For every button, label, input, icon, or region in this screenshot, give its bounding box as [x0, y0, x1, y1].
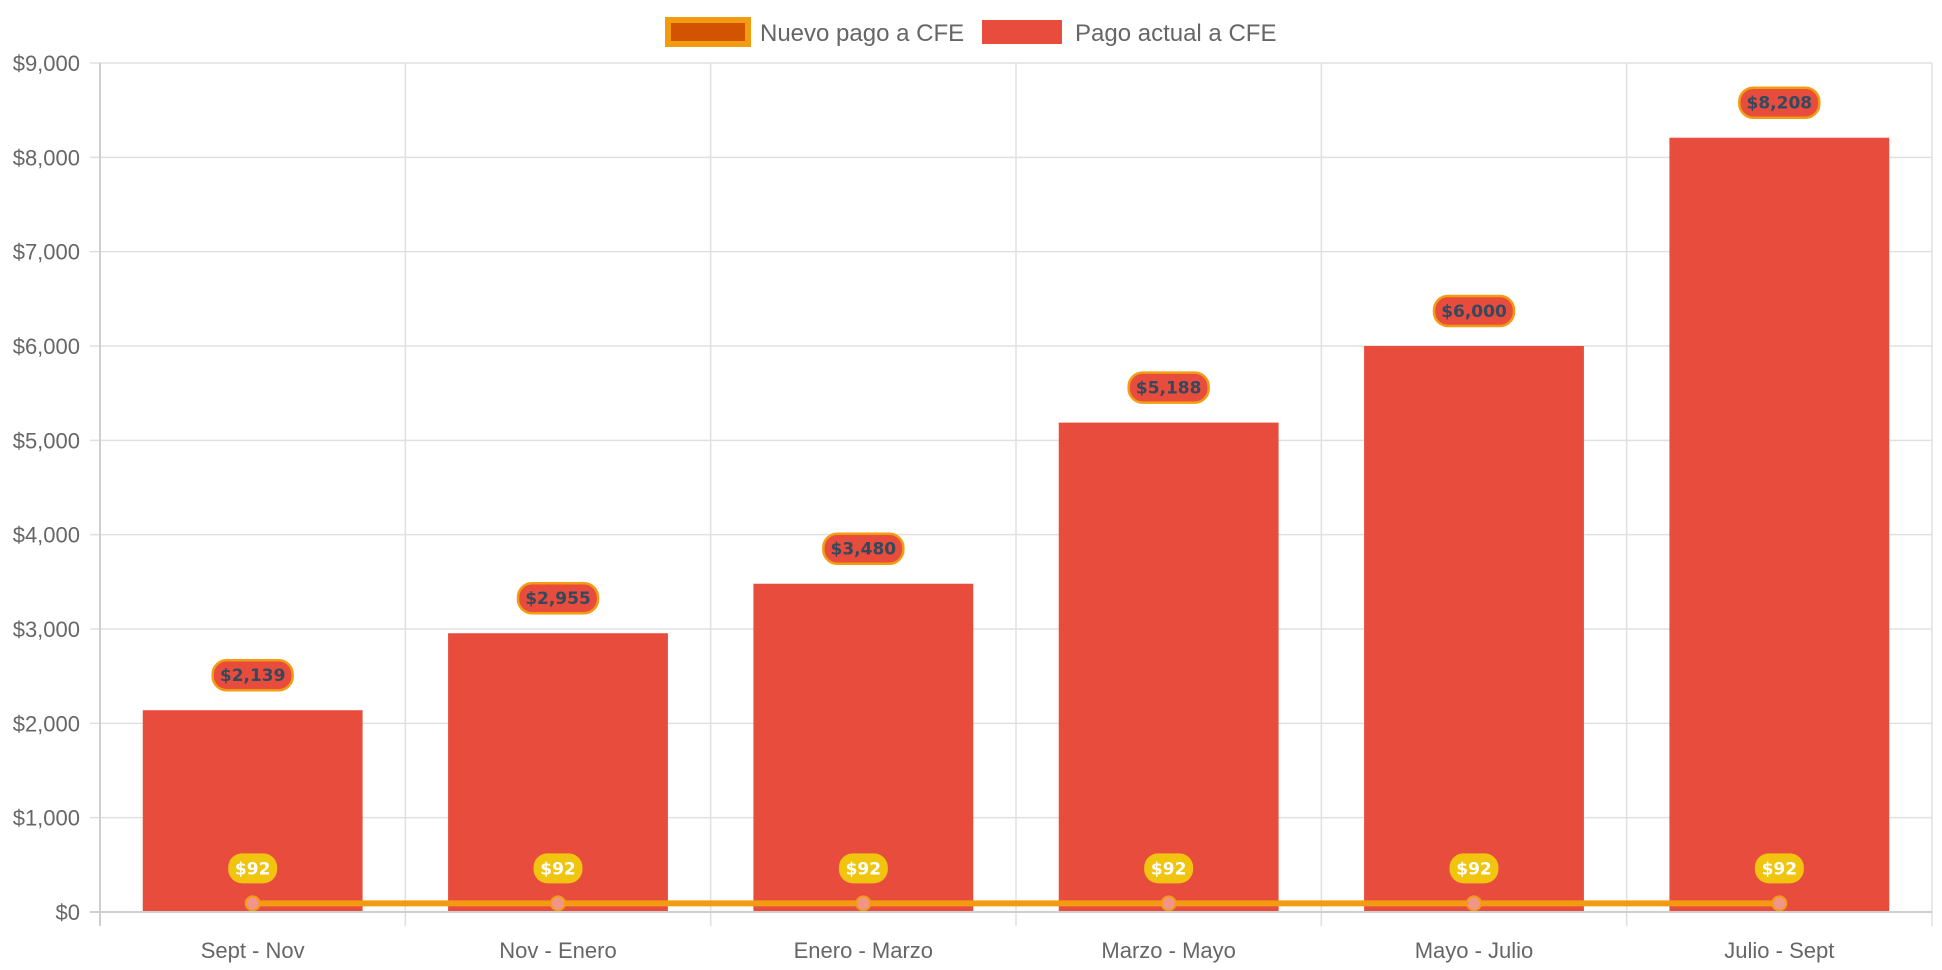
- grid: [90, 62, 1933, 926]
- line-point: [550, 895, 566, 912]
- y-tick-label: $7,000: [13, 240, 80, 265]
- line-data-label-bg: [1449, 853, 1499, 884]
- bar-data-label: $3,480: [831, 540, 897, 560]
- line-data-label: $92: [1762, 859, 1798, 879]
- x-tick-label: Enero - Marzo: [794, 938, 933, 963]
- y-tick-label: $8,000: [13, 145, 80, 170]
- bar: [1364, 346, 1584, 912]
- line-data-label: $92: [846, 859, 882, 879]
- bar-data-label-bg: [1738, 86, 1821, 119]
- line-data-label: $92: [540, 859, 576, 879]
- x-tick-label: Mayo - Julio: [1415, 938, 1534, 963]
- line-point: [1771, 895, 1788, 912]
- data-labels: $2,139 $2,955 $3,480 $5,188 $6,000 $8,208 $92 $…: [211, 86, 1821, 884]
- x-tick-label: Julio - Sept: [1724, 938, 1834, 963]
- axes: $0 $1,000 $2,000 $3,000 $4,000 $5,000 $6,000 $7…: [13, 51, 1932, 963]
- legend-label-pago-actual: Pago actual a CFE: [1075, 20, 1276, 47]
- bar-data-label-bg: [1432, 294, 1516, 328]
- line-data-label: $92: [1151, 859, 1187, 879]
- line-data-label-bg: [533, 853, 583, 884]
- legend-swatch-pago-actual: [982, 20, 1062, 44]
- bar-data-label-bg: [211, 658, 294, 692]
- line-data-label: $92: [1456, 859, 1492, 879]
- legend-swatch-nuevo-pago: [665, 17, 751, 47]
- line-series: [244, 895, 1788, 912]
- y-tick-label: $6,000: [13, 334, 80, 359]
- bar-data-label: $6,000: [1441, 302, 1507, 322]
- line-point: [1160, 895, 1177, 912]
- x-tick-label: Marzo - Mayo: [1101, 938, 1235, 963]
- bar-data-label: $2,955: [525, 589, 591, 609]
- y-tick-label: $3,000: [13, 617, 80, 642]
- bar-data-label: $2,139: [220, 666, 286, 686]
- bar-data-label-bg: [822, 532, 905, 565]
- line-data-label: $92: [235, 859, 271, 879]
- bar: [1669, 137, 1890, 912]
- legend-label-nuevo-pago: Nuevo pago a CFE: [760, 20, 964, 47]
- y-tick-label: $4,000: [13, 523, 80, 548]
- bar-data-label-bg: [1127, 371, 1210, 404]
- line-point: [1466, 895, 1482, 912]
- legend: Nuevo pago a CFE Pago actual a CFE: [665, 17, 1276, 47]
- x-tick-label: Sept - Nov: [201, 938, 305, 963]
- bar-data-label-bg: [516, 581, 600, 615]
- bar-data-label: $5,188: [1136, 379, 1202, 399]
- y-tick-label: $9,000: [13, 51, 80, 76]
- line-data-label-bg: [228, 853, 278, 884]
- y-tick-label: $2,000: [13, 711, 80, 736]
- x-tick-label: Nov - Enero: [499, 938, 616, 963]
- line-point: [855, 895, 872, 912]
- line-data-label-bg: [1754, 853, 1804, 884]
- y-tick-label: $5,000: [13, 428, 80, 453]
- bar: [1058, 422, 1279, 912]
- bar-data-label: $8,208: [1747, 94, 1813, 114]
- y-tick-label: $1,000: [13, 806, 80, 831]
- line-point: [244, 895, 261, 912]
- line-data-label-bg: [838, 853, 888, 884]
- line-data-label-bg: [1144, 853, 1194, 884]
- y-tick-label: $0: [56, 900, 80, 925]
